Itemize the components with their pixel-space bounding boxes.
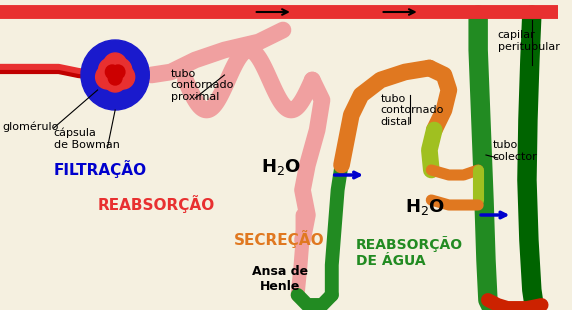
Text: SECREÇÃO: SECREÇÃO xyxy=(234,230,325,248)
Text: tubo
contornado
proximal: tubo contornado proximal xyxy=(171,69,234,102)
Circle shape xyxy=(96,65,119,89)
Circle shape xyxy=(105,65,119,79)
Text: H$_2$O: H$_2$O xyxy=(261,157,301,177)
Circle shape xyxy=(81,40,149,110)
Text: cápsula
de Bowman: cápsula de Bowman xyxy=(54,128,120,150)
Text: FILTRAÇÃO: FILTRAÇÃO xyxy=(54,160,147,178)
Text: tubo
contornado
distal: tubo contornado distal xyxy=(380,94,444,127)
Text: Ansa de
Henle: Ansa de Henle xyxy=(252,265,308,293)
Text: H$_2$O: H$_2$O xyxy=(405,197,445,217)
Text: glomérulo: glomérulo xyxy=(2,122,58,132)
Circle shape xyxy=(111,65,125,79)
Circle shape xyxy=(108,71,122,85)
Text: REABSORÇÃO
DE ÁGUA: REABSORÇÃO DE ÁGUA xyxy=(356,236,463,268)
Circle shape xyxy=(111,65,134,89)
Text: REABSORÇÃO: REABSORÇÃO xyxy=(98,195,215,213)
Circle shape xyxy=(104,68,127,92)
Circle shape xyxy=(98,58,122,82)
Circle shape xyxy=(104,53,127,77)
Text: capilar
peritubular: capilar peritubular xyxy=(498,30,559,52)
Circle shape xyxy=(108,58,132,82)
Text: tubo
colector: tubo colector xyxy=(493,140,538,162)
